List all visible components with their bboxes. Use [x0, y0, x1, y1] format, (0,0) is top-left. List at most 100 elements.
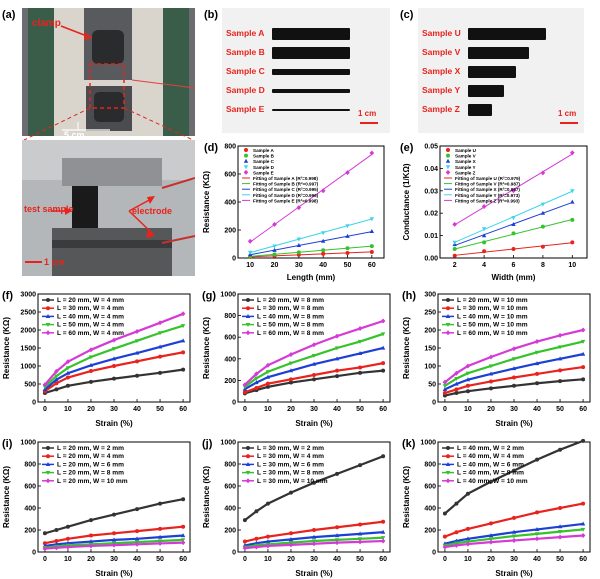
data-point — [296, 243, 302, 247]
x-tick-label: 30 — [510, 556, 518, 563]
legend-marker — [445, 478, 451, 484]
y-tick-label: 0.00 — [424, 256, 438, 263]
series-marker — [65, 366, 71, 371]
y-tick-label: 2500 — [20, 310, 36, 317]
legend-entry: L = 30 mm, W = 6 mm — [257, 461, 324, 468]
legend-entry: L = 30 mm, W = 4 mm — [257, 453, 324, 460]
series-marker — [181, 350, 186, 355]
series-line — [244, 332, 384, 388]
legend-entry: Sample B — [253, 154, 275, 159]
chart-h: 0 10 20 30 40 50 60 0 50 100 150 200 250 300 Strain (%… — [402, 292, 591, 428]
data-point — [272, 244, 277, 249]
series-marker — [265, 362, 271, 368]
legend-marker — [243, 165, 249, 170]
series-marker — [65, 383, 70, 388]
series-marker — [380, 529, 386, 534]
series-line — [444, 439, 584, 515]
series-marker — [54, 368, 59, 374]
sample-c-label-3: Sample Y — [422, 85, 461, 95]
sample-c-label-0: Sample U — [422, 28, 461, 38]
y-axis-label: Resistance (KΩ) — [402, 317, 411, 379]
series-marker — [111, 542, 117, 548]
data-point — [345, 250, 350, 255]
legend-entry: L = 40 mm, W = 10 mm — [457, 313, 528, 320]
y-tick-label: 1000 — [20, 364, 36, 371]
data-point — [320, 231, 326, 236]
legend-marker — [445, 462, 451, 466]
x-tick-label: 50 — [356, 556, 364, 563]
y-tick-label: 800 — [224, 144, 236, 151]
test-sample-label: test sample — [24, 204, 74, 214]
data-point — [540, 210, 546, 215]
series-marker — [557, 345, 563, 350]
series-marker — [88, 533, 93, 538]
data-point — [452, 221, 457, 227]
series-marker — [134, 328, 140, 334]
series-marker — [54, 545, 59, 551]
legend-entry: L = 30 mm, W = 10 mm — [257, 478, 328, 485]
y-tick-label: 300 — [424, 292, 436, 299]
x-tick-label: 40 — [333, 556, 341, 563]
series-marker — [358, 463, 363, 468]
series-marker — [135, 507, 140, 512]
y-tick-label: 400 — [224, 200, 236, 207]
legend-entry: L = 20 mm, W = 8 mm — [57, 470, 124, 477]
sample-b-strip-0 — [272, 28, 350, 40]
y-tick-label: 3000 — [20, 292, 36, 299]
series-marker — [134, 541, 140, 547]
data-point — [511, 231, 516, 236]
legend-entry: L = 40 mm, W = 8 mm — [257, 313, 324, 320]
panel-label-h: (h) — [402, 290, 417, 302]
legend-marker — [446, 153, 450, 158]
legend-entry: L = 40 mm, W = 6 mm — [457, 461, 524, 468]
x-tick-label: 50 — [156, 406, 164, 413]
x-tick-label: 0 — [43, 556, 47, 563]
y-tick-label: 800 — [24, 462, 36, 469]
series-marker — [534, 536, 540, 542]
series-marker — [488, 521, 493, 526]
series-marker — [254, 380, 259, 385]
series-marker — [54, 539, 59, 543]
y-tick-label: 200 — [424, 328, 436, 335]
series-marker — [380, 536, 386, 541]
x-tick-label: 60 — [179, 556, 187, 563]
legend-marker — [244, 153, 248, 158]
series-marker — [158, 526, 163, 531]
series-marker — [465, 536, 471, 541]
data-point — [570, 199, 575, 204]
series-marker — [557, 524, 563, 529]
data-point — [511, 222, 516, 226]
x-tick-label: 40 — [133, 556, 141, 563]
x-tick-label: 0 — [243, 406, 247, 413]
series-marker — [581, 365, 586, 370]
photo-panel-c: Sample U Sample V Sample X Sample Y Sample Z… — [418, 8, 584, 133]
series-marker — [54, 377, 59, 382]
data-point — [272, 221, 277, 227]
x-tick-label: 10 — [464, 406, 472, 413]
y-tick-label: 50 — [428, 382, 436, 389]
series-marker — [135, 373, 140, 378]
legend-entry: Fitting of Sample Z (R²=0.993) — [455, 198, 520, 203]
x-tick-label: 0 — [243, 556, 247, 563]
series-marker — [380, 318, 386, 324]
series-marker — [157, 331, 163, 336]
series-marker — [534, 527, 540, 532]
series-marker — [158, 501, 163, 506]
x-tick-label: 60 — [579, 406, 587, 413]
series-marker — [112, 364, 116, 368]
series-marker — [265, 384, 270, 389]
series-marker — [311, 353, 317, 358]
legend-marker — [445, 165, 451, 170]
series-marker — [380, 345, 386, 350]
series-marker — [265, 370, 271, 375]
x-tick-label: 0 — [43, 406, 47, 413]
series-marker — [511, 346, 517, 352]
fit-line — [249, 154, 373, 243]
series-marker — [181, 497, 186, 502]
legend-entry: L = 30 mm, W = 8 mm — [257, 470, 324, 477]
y-tick-label: 600 — [424, 484, 436, 491]
series-marker — [180, 533, 186, 538]
legend-marker — [244, 148, 248, 152]
sample-b-strip-3 — [272, 89, 350, 93]
series-marker — [88, 362, 94, 367]
